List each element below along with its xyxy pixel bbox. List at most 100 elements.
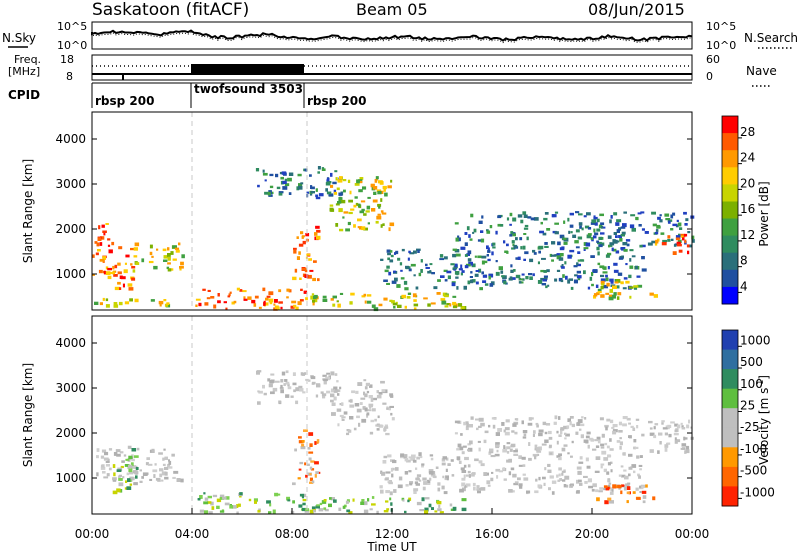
echo-cell: [203, 492, 206, 495]
echo-cell: [558, 473, 561, 477]
power-ylabel: Slant Range [km]: [21, 159, 35, 263]
echo-cell: [242, 290, 247, 293]
echo-cell: [105, 304, 110, 308]
echo-cell: [364, 386, 368, 390]
echo-cell: [541, 257, 546, 260]
echo-cell: [670, 214, 674, 219]
echo-cell: [540, 277, 545, 281]
echo-cell: [104, 451, 109, 456]
echo-cell: [609, 491, 614, 495]
echo-cell: [680, 447, 685, 450]
echo-cell: [467, 449, 470, 452]
echo-cell: [533, 252, 537, 255]
echo-cell: [454, 271, 460, 275]
echo-cell: [579, 456, 583, 460]
echo-cell: [506, 446, 511, 450]
echo-cell: [472, 482, 476, 487]
echo-cell: [560, 428, 564, 431]
echo-cell: [335, 223, 339, 227]
echo-cell: [394, 252, 397, 255]
echo-cell: [564, 437, 567, 440]
echo-cell: [611, 488, 614, 492]
echo-cell: [337, 393, 340, 396]
echo-cell: [484, 283, 489, 286]
echo-cell: [387, 252, 391, 256]
echo-cell: [100, 466, 106, 470]
echo-cell: [598, 224, 603, 229]
echo-cell: [375, 176, 379, 180]
echo-cell: [605, 274, 608, 278]
nsky-tick-top: 10^5: [57, 20, 87, 33]
echo-cell: [239, 492, 243, 496]
echo-cell: [676, 241, 681, 246]
echo-cell: [661, 422, 664, 425]
echo-cell: [513, 453, 519, 456]
echo-cell: [474, 458, 479, 462]
echo-cell: [508, 277, 513, 281]
echo-cell: [153, 265, 158, 270]
echo-cell: [610, 469, 613, 473]
echo-cell: [617, 272, 623, 276]
echo-cell: [299, 461, 304, 465]
echo-cell: [478, 268, 482, 273]
echo-cell: [614, 281, 619, 284]
echo-cell: [504, 427, 510, 431]
echo-cell: [564, 475, 570, 480]
echo-cell: [166, 266, 170, 270]
echo-cell: [338, 208, 343, 213]
echo-cell: [557, 479, 561, 482]
echo-cell: [515, 274, 521, 279]
echo-cell: [620, 226, 626, 229]
echo-cell: [602, 271, 608, 274]
echo-cell: [302, 502, 306, 506]
echo-cell: [359, 180, 363, 184]
echo-cell: [461, 470, 467, 473]
echo-cell: [687, 250, 690, 255]
echo-cell: [337, 389, 341, 393]
echo-cell: [609, 278, 614, 282]
echo-cell: [519, 485, 523, 489]
echo-cell: [349, 416, 354, 420]
echo-cell: [478, 417, 484, 422]
echo-cell: [374, 418, 377, 422]
echo-cell: [598, 490, 603, 493]
time-axis-label: Time UT: [366, 540, 417, 554]
echo-cell: [506, 217, 510, 221]
echo-cell: [167, 268, 172, 272]
echo-cell: [323, 378, 328, 382]
echo-cell: [599, 242, 605, 246]
echo-cell: [446, 457, 449, 461]
echo-cell: [506, 243, 509, 247]
echo-cell: [596, 240, 600, 243]
echo-cell: [149, 251, 153, 256]
echo-cell: [494, 453, 500, 457]
echo-cell: [492, 242, 496, 246]
echo-cell: [613, 262, 618, 266]
echo-cell: [465, 426, 469, 431]
echo-cell: [274, 492, 279, 497]
echo-cell: [606, 445, 610, 449]
echo-cell: [309, 174, 312, 177]
echo-cell: [317, 166, 321, 170]
echo-cell: [600, 294, 605, 298]
echo-cell: [607, 454, 612, 458]
echo-cell: [131, 448, 137, 452]
echo-cell: [151, 448, 155, 453]
echo-cell: [413, 250, 417, 254]
echo-cell: [605, 292, 610, 295]
echo-cell: [380, 258, 384, 261]
echo-cell: [674, 439, 678, 444]
echo-cell: [601, 283, 605, 286]
echo-cell: [298, 385, 303, 390]
echo-cell: [155, 477, 161, 481]
echo-cell: [534, 444, 538, 449]
echo-cell: [116, 469, 122, 472]
echo-cell: [133, 455, 139, 458]
echo-cell: [216, 505, 220, 509]
echo-cell: [174, 247, 180, 250]
echo-cell: [360, 397, 366, 400]
echo-cell: [390, 179, 393, 183]
echo-cell: [376, 394, 382, 399]
echo-cell: [325, 188, 328, 192]
